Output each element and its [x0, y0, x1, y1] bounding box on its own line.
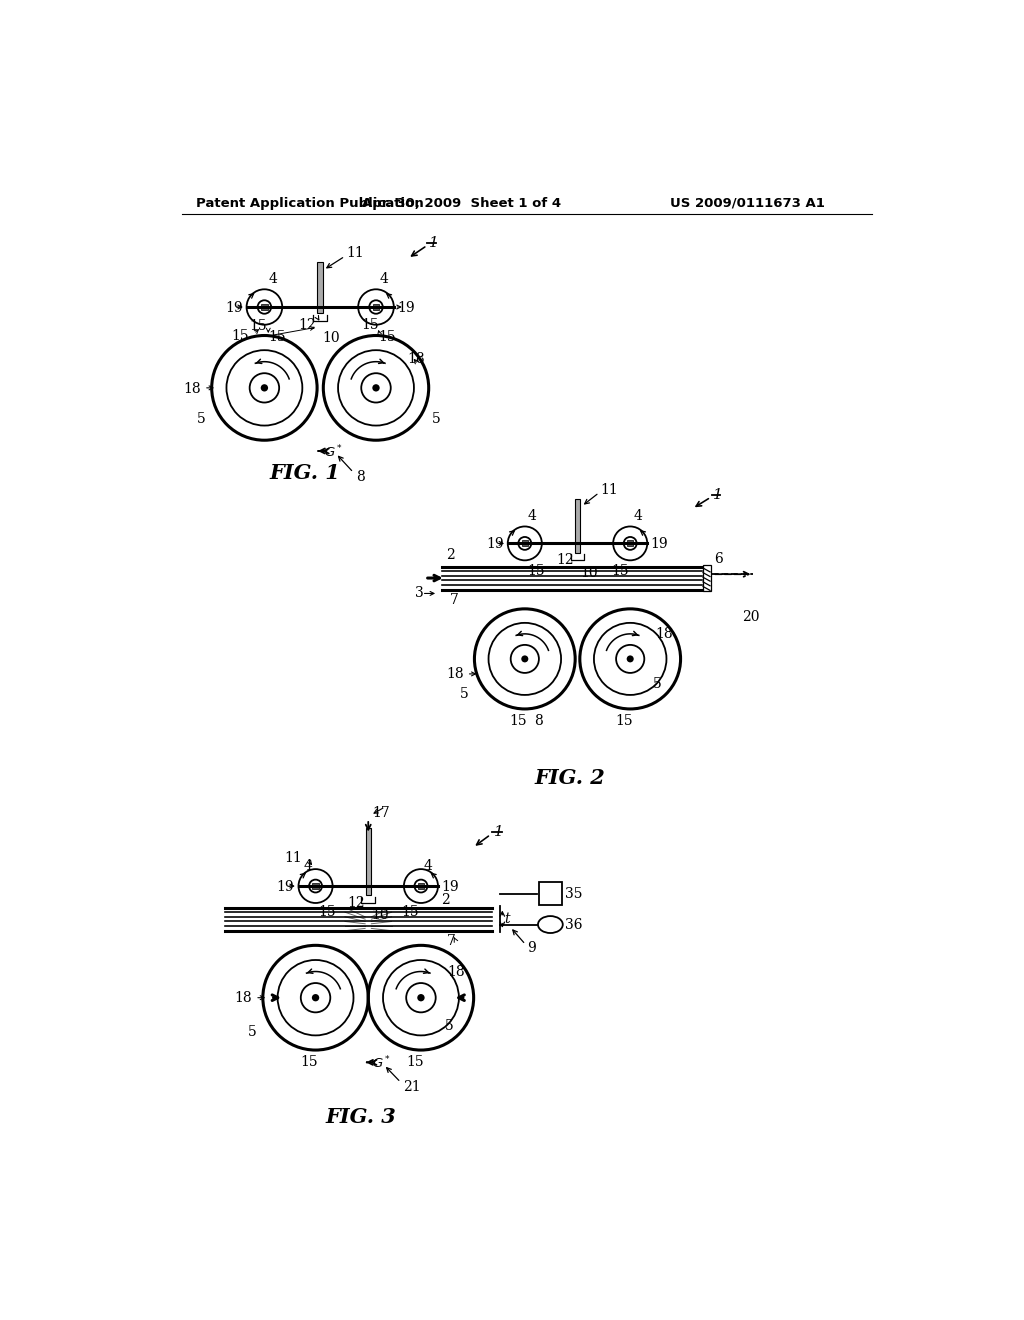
Text: 7: 7	[447, 935, 456, 949]
Text: 19: 19	[397, 301, 415, 314]
Text: 10: 10	[323, 331, 340, 345]
Text: 4: 4	[303, 859, 312, 873]
Text: 11: 11	[601, 483, 618, 496]
Text: 19: 19	[441, 880, 459, 894]
Text: $G^*$: $G^*$	[372, 1055, 391, 1072]
Text: 12: 12	[557, 553, 574, 568]
Text: 11: 11	[346, 246, 365, 260]
Bar	[366, 829, 371, 895]
Text: 15: 15	[300, 1056, 318, 1069]
Bar	[627, 540, 633, 546]
Text: 10: 10	[580, 566, 597, 579]
Text: 35: 35	[565, 887, 583, 900]
Text: 5: 5	[248, 1024, 257, 1039]
Text: 12: 12	[347, 896, 366, 909]
Text: 4: 4	[380, 272, 389, 285]
Text: 5: 5	[653, 677, 662, 690]
Text: 15: 15	[611, 564, 629, 578]
Text: 18: 18	[447, 965, 465, 978]
Text: 5: 5	[432, 412, 440, 426]
Text: 15: 15	[361, 318, 379, 331]
Text: 36: 36	[565, 917, 583, 932]
Text: 6: 6	[714, 552, 723, 566]
Text: 1: 1	[713, 488, 723, 502]
Text: 15: 15	[401, 906, 419, 919]
Text: t: t	[505, 912, 510, 927]
Text: 4: 4	[633, 508, 642, 523]
Text: 1: 1	[494, 825, 504, 840]
Text: 18: 18	[408, 352, 425, 366]
Text: 3: 3	[415, 586, 424, 601]
Text: 11: 11	[284, 851, 302, 866]
Text: 15: 15	[250, 319, 267, 333]
Text: Patent Application Publication: Patent Application Publication	[197, 197, 424, 210]
Text: 15: 15	[268, 330, 286, 345]
Text: 12: 12	[299, 318, 316, 333]
Text: US 2009/0111673 A1: US 2009/0111673 A1	[671, 197, 825, 210]
Text: 21: 21	[403, 1080, 421, 1094]
Text: 4: 4	[424, 859, 433, 873]
Circle shape	[521, 656, 528, 663]
Text: FIG. 3: FIG. 3	[326, 1107, 396, 1127]
Text: 17: 17	[372, 807, 390, 820]
Bar	[703, 565, 711, 591]
Text: 8: 8	[535, 714, 543, 729]
Text: 18: 18	[655, 627, 673, 642]
Text: $G^*$: $G^*$	[324, 444, 343, 461]
Text: 7: 7	[450, 594, 459, 607]
Bar	[574, 499, 581, 553]
Circle shape	[417, 994, 425, 1002]
Text: 15: 15	[406, 1056, 424, 1069]
Text: FIG. 2: FIG. 2	[535, 768, 605, 788]
Text: 19: 19	[650, 537, 668, 552]
Text: 19: 19	[276, 880, 295, 894]
Bar	[418, 883, 424, 890]
Circle shape	[373, 384, 380, 392]
Text: 15: 15	[378, 330, 396, 345]
Text: 5: 5	[460, 686, 468, 701]
Text: 4: 4	[268, 272, 278, 285]
Circle shape	[261, 384, 268, 392]
Text: 18: 18	[183, 381, 201, 396]
Text: 15: 15	[615, 714, 633, 729]
Bar	[261, 304, 267, 310]
Text: 8: 8	[356, 470, 365, 484]
Text: 15: 15	[231, 329, 249, 342]
Text: 18: 18	[234, 991, 252, 1006]
Text: 5: 5	[197, 412, 206, 426]
Text: 5: 5	[444, 1019, 454, 1034]
Text: 19: 19	[225, 301, 243, 314]
Text: 15: 15	[527, 564, 545, 578]
Bar	[312, 883, 318, 890]
Text: Apr. 30, 2009  Sheet 1 of 4: Apr. 30, 2009 Sheet 1 of 4	[361, 197, 561, 210]
Bar	[373, 304, 379, 310]
Text: 9: 9	[527, 941, 536, 954]
Circle shape	[312, 994, 319, 1002]
Text: 18: 18	[445, 667, 464, 681]
Text: 2: 2	[445, 548, 455, 562]
Text: 4: 4	[528, 508, 537, 523]
Text: 15: 15	[317, 906, 336, 919]
Bar	[522, 540, 527, 546]
Text: FIG. 1: FIG. 1	[269, 462, 340, 483]
Text: 19: 19	[486, 537, 504, 552]
Text: 10: 10	[372, 908, 389, 923]
Circle shape	[627, 656, 634, 663]
Text: 15: 15	[510, 714, 527, 729]
Text: 2: 2	[441, 892, 450, 907]
Bar	[539, 882, 562, 906]
Text: 20: 20	[741, 610, 760, 623]
Bar	[317, 263, 323, 313]
Text: 1: 1	[429, 236, 438, 249]
